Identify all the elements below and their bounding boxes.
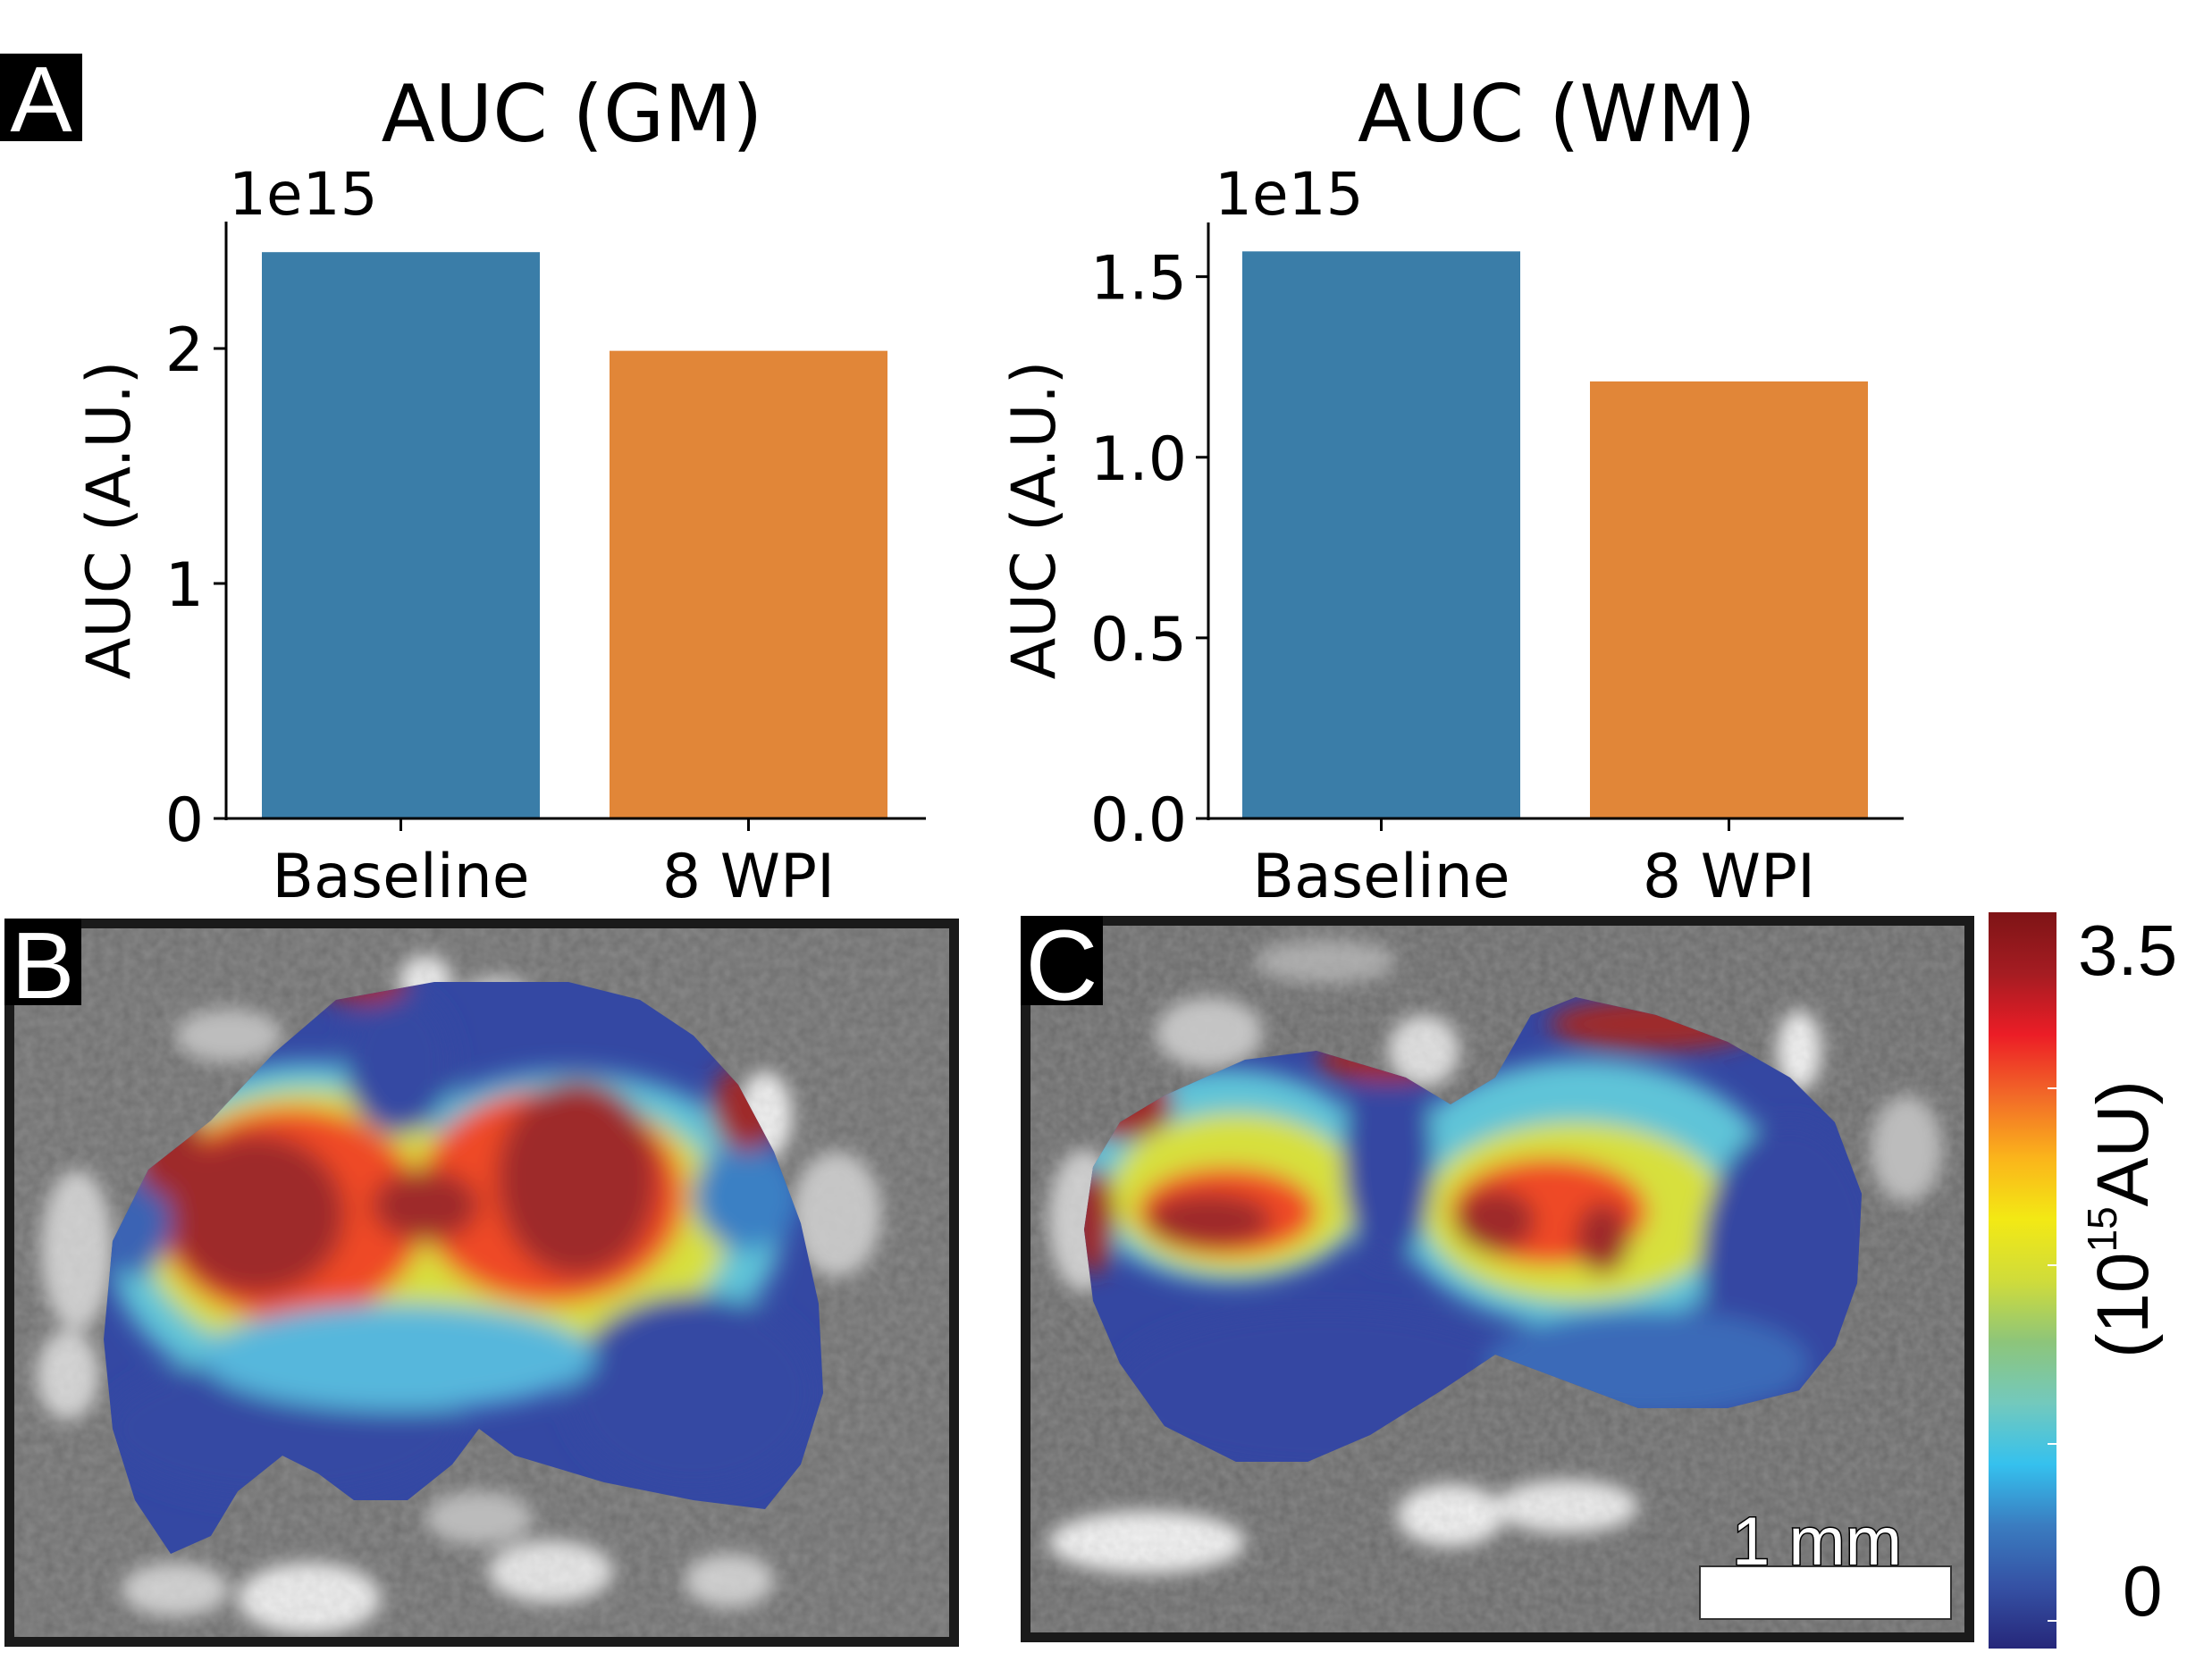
y-axis-label: AUC (A.U.)	[999, 361, 1070, 680]
y-tick-label: 0	[165, 785, 204, 856]
y-tick-label: 0.5	[1090, 605, 1187, 675]
unit-suffix: AU)	[2082, 1080, 2164, 1207]
colorbar-tick	[2048, 1087, 2056, 1089]
x-tick-label: 8 WPI	[1643, 842, 1815, 902]
panel-label-c: C	[1021, 916, 1103, 1016]
bar-baseline	[1242, 251, 1520, 819]
heatmap-panel-wm: 1 mm	[1021, 916, 1974, 1642]
colorbar-max-label: 3.5	[2078, 910, 2178, 990]
heatmap-gm	[14, 928, 949, 1637]
panel-label-a: A	[0, 54, 82, 147]
x-tick-label: 8 WPI	[662, 842, 835, 902]
colorbar-tick	[2048, 1620, 2056, 1622]
unit-prefix: (10	[2082, 1252, 2164, 1358]
chart-title: AUC (GM)	[382, 68, 763, 160]
heatmap-wm: 1 mm	[1030, 926, 1964, 1632]
y-axis-label: AUC (A.U.)	[74, 361, 145, 680]
x-tick-label: Baseline	[272, 842, 529, 902]
bar-8-wpi	[610, 350, 887, 819]
y-tick-label: 1	[165, 550, 204, 621]
scale-bar	[1699, 1565, 1952, 1620]
colorbar-tick	[2048, 1443, 2056, 1445]
heatmap-panel-gm	[4, 919, 959, 1647]
y-tick-label: 1.5	[1090, 244, 1187, 315]
chart-gm: AUC (GM) 1e15 AUC (A.U.) 0 1 2 Baseline 8 W…	[74, 68, 926, 902]
offset-label: 1e15	[229, 160, 378, 229]
colorbar-min-label: 0	[2123, 1551, 2163, 1631]
auc-overlay-gm	[104, 982, 823, 1554]
y-tick-label: 2	[165, 315, 204, 386]
colorbar-tick	[2048, 1264, 2056, 1266]
chart-wm: AUC (WM) 1e15 AUC (A.U.) 0.0 0.5 1.0 1.5 Ba…	[999, 68, 1904, 902]
auc-overlay-wm	[1084, 997, 1862, 1462]
y-tick-label: 1.0	[1090, 424, 1187, 495]
colorbar	[1989, 912, 2056, 1649]
bar-8-wpi	[1590, 381, 1868, 818]
bar-baseline	[262, 252, 540, 818]
x-tick-label: Baseline	[1252, 842, 1510, 902]
chart-title: AUC (WM)	[1358, 68, 1756, 160]
bar-charts: AUC (GM) 1e15 AUC (A.U.) 0 1 2 Baseline 8 W…	[74, 68, 1904, 902]
offset-label: 1e15	[1215, 160, 1364, 229]
y-tick-label: 0.0	[1090, 785, 1187, 856]
unit-exponent: 15	[2079, 1206, 2125, 1253]
panel-label-b: B	[4, 919, 81, 1013]
